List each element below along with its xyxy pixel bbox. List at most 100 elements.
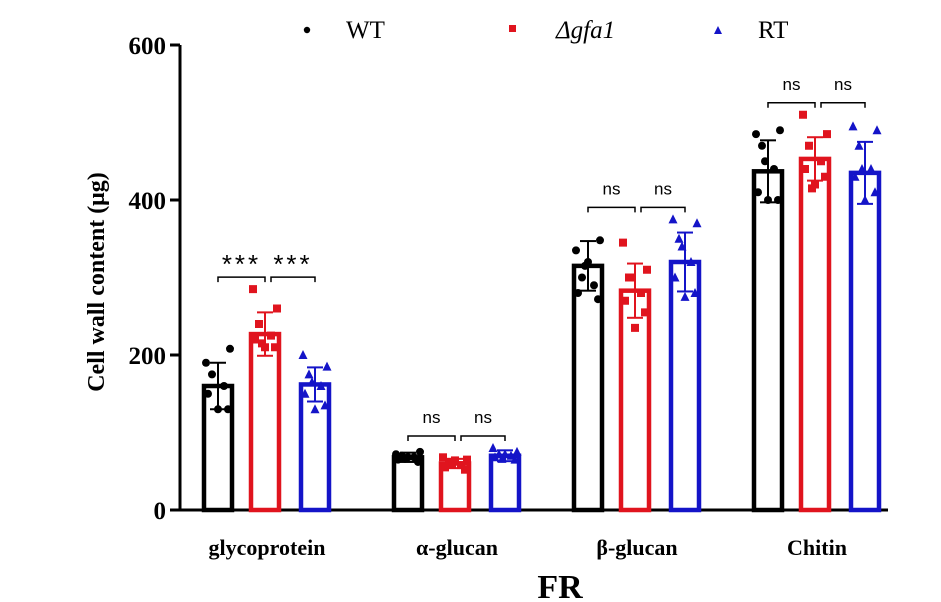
significance-bracket [407, 435, 456, 441]
significance-bracket [217, 276, 266, 283]
data-point [510, 454, 520, 464]
data-point [872, 125, 882, 135]
data-point [668, 214, 678, 224]
data-point [850, 171, 860, 181]
data-point [631, 323, 639, 332]
y-tick-label: 200 [129, 343, 167, 370]
data-point [578, 273, 586, 282]
data-point [857, 164, 867, 173]
bar [248, 331, 282, 513]
data-point [870, 187, 880, 197]
bar [848, 170, 882, 513]
data-point [448, 459, 456, 468]
data-point [320, 400, 330, 410]
data-point [581, 261, 589, 270]
data-point [273, 304, 281, 313]
data-point [637, 289, 645, 297]
data-point [692, 218, 702, 228]
data-point [594, 295, 602, 304]
x-tick-label: β-glucan [596, 535, 677, 560]
x-axis-label: FR [537, 569, 583, 602]
legend-label-wt: WT [346, 17, 385, 44]
significance-label: ns [834, 75, 852, 94]
data-point [214, 405, 222, 414]
plot-area: 0 200 400 600 glycoprotein α-glucan β-glucan Ch… [129, 33, 888, 560]
significance-bracket [270, 276, 316, 283]
data-point [401, 454, 409, 463]
significance-label: *** [273, 249, 312, 279]
legend-label-rt: RT [758, 17, 788, 44]
data-point [463, 455, 471, 464]
x-tick-label: Chitin [787, 535, 847, 560]
data-point [457, 461, 465, 470]
data-point [461, 465, 469, 474]
bar [751, 169, 785, 513]
legend-label-gfa1: Δgfa1 [555, 17, 615, 44]
data-point [774, 196, 782, 204]
bar [798, 156, 832, 513]
data-point [848, 121, 858, 131]
data-point [249, 285, 257, 294]
data-point [817, 157, 825, 166]
legend: WT Δgfa1 RT [303, 17, 788, 44]
data-point [680, 291, 690, 301]
data-point [304, 369, 314, 379]
data-point [251, 335, 259, 344]
data-point [776, 126, 784, 135]
data-point [674, 233, 684, 243]
significance-label: *** [222, 249, 261, 279]
y-tick-label: 400 [129, 188, 167, 215]
data-point [754, 188, 762, 197]
data-point [572, 246, 580, 255]
significance-bracket [767, 102, 816, 108]
legend-marker-wt [303, 26, 311, 34]
data-point [799, 110, 807, 119]
significance-label: ns [474, 408, 492, 427]
data-point [641, 308, 649, 317]
data-point [298, 350, 308, 359]
data-point [808, 184, 816, 193]
legend-marker-rt [714, 26, 722, 34]
data-point [271, 343, 279, 352]
data-point [267, 331, 275, 340]
significance-label: ns [654, 179, 672, 198]
data-point [801, 165, 809, 173]
data-point [866, 164, 876, 173]
data-point [202, 358, 210, 367]
significance-bracket [640, 206, 686, 213]
significance-label: ns [423, 408, 441, 427]
y-axis-label: Cell wall content (μg) [84, 172, 110, 392]
data-point [854, 140, 864, 150]
data-point [643, 265, 651, 274]
data-point [690, 288, 700, 297]
data-point [255, 320, 263, 328]
data-point [310, 404, 320, 414]
data-point [596, 236, 604, 245]
data-point [574, 289, 582, 297]
bar [488, 453, 522, 513]
data-point [208, 370, 216, 379]
data-point [300, 388, 310, 398]
data-point [761, 157, 769, 166]
data-point [322, 361, 332, 371]
data-point [823, 130, 831, 139]
significance-bracket [460, 435, 506, 441]
data-point [258, 339, 266, 348]
data-point [394, 455, 402, 464]
data-point [677, 241, 687, 251]
data-point [490, 452, 500, 462]
legend-item-rt: RT [714, 17, 788, 44]
data-point [821, 172, 829, 181]
data-point [441, 463, 449, 472]
data-point [204, 389, 212, 398]
data-point [497, 453, 507, 463]
bar [618, 288, 652, 513]
significance-bracket [820, 102, 866, 108]
data-point [686, 257, 696, 266]
data-point [764, 196, 772, 204]
data-point [770, 165, 778, 173]
data-point [226, 344, 234, 353]
data-point [307, 377, 317, 387]
legend-marker-gfa1 [509, 25, 516, 32]
